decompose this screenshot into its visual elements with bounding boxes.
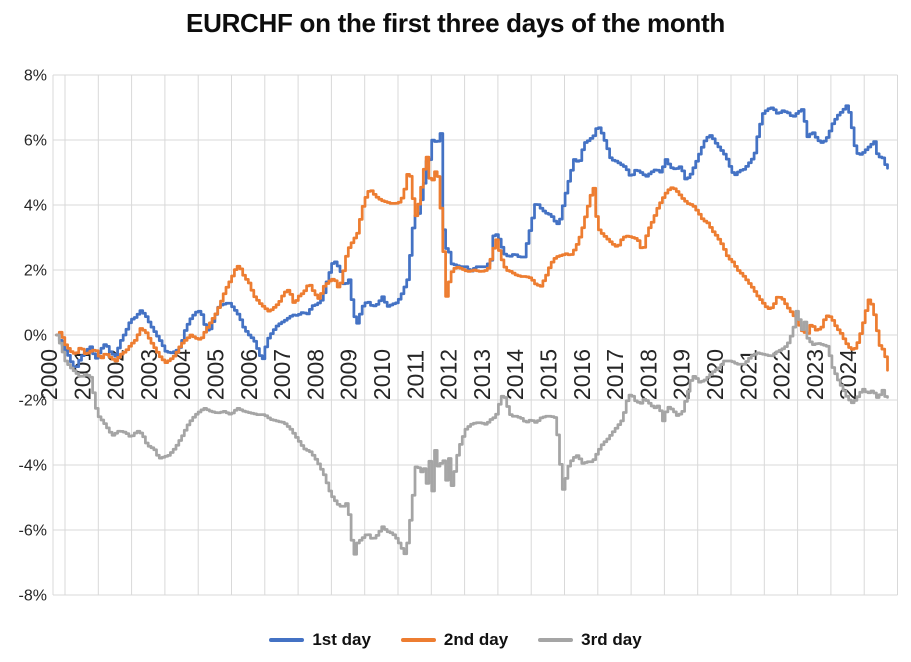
y-axis-label: -2% [19,393,47,410]
gridlines [52,74,898,596]
x-axis-label: 2013 [469,349,495,400]
y-axis-label: 8% [24,68,47,85]
x-axis-label: 2020 [702,349,728,400]
x-axis-label: 2024 [835,349,861,400]
legend-label-1st-day: 1st day [312,630,371,649]
x-axis-label: 2003 [136,349,162,400]
x-axis-label: 2008 [302,349,328,400]
legend-label-2nd-day: 2nd day [443,630,509,649]
x-axis-label: 2023 [802,349,828,400]
series-line-2nd-day [55,155,889,372]
legend-swatch-1st-day-icon [269,638,305,642]
y-axis-label: 6% [24,133,47,150]
x-axis-label: 2007 [269,349,295,400]
x-axis-label: 2017 [602,349,628,400]
x-axis-label: 2010 [369,349,395,400]
y-axis-label: 0% [24,328,47,345]
y-axis-label: 4% [24,198,47,215]
x-axis-label: 2016 [569,349,595,400]
legend-item-3rd-day: 3rd day [538,630,642,650]
y-axis-label: -4% [19,458,47,475]
x-axis-label: 2005 [203,349,229,400]
x-axis-label: 2011 [402,350,428,399]
x-axis-label: 2022 [769,349,795,400]
legend-item-2nd-day: 2nd day [400,630,509,650]
x-axis-label: 2014 [502,349,528,400]
series-line-1st-day [55,104,889,369]
y-axis-label: 2% [24,263,47,280]
y-axis-label: -6% [19,523,47,540]
y-axis-labels: 8% 6% 4% 2% 0% -2% -4% -6% -8% [19,68,47,605]
x-axis-label: 2021 [735,349,761,400]
series-line-3rd-day [55,309,889,556]
x-axis-label: 2015 [536,349,562,400]
legend-label-3rd-day: 3rd day [581,630,642,649]
x-axis-label: 2018 [635,349,661,400]
x-axis-label: 2000 [36,349,62,400]
x-axis-label: 2006 [236,349,262,400]
legend-swatch-2nd-day-icon [400,638,436,642]
chart-title: EURCHF on the first three days of the mo… [186,8,725,38]
y-axis-label: -8% [19,588,47,605]
legend: 1st day 2nd day 3rd day [0,630,911,650]
x-axis-label: 2009 [336,349,362,400]
legend-item-1st-day: 1st day [269,630,371,650]
legend-swatch-3rd-day-icon [538,638,574,642]
x-axis-label: 2012 [436,349,462,400]
series-lines [55,104,889,556]
